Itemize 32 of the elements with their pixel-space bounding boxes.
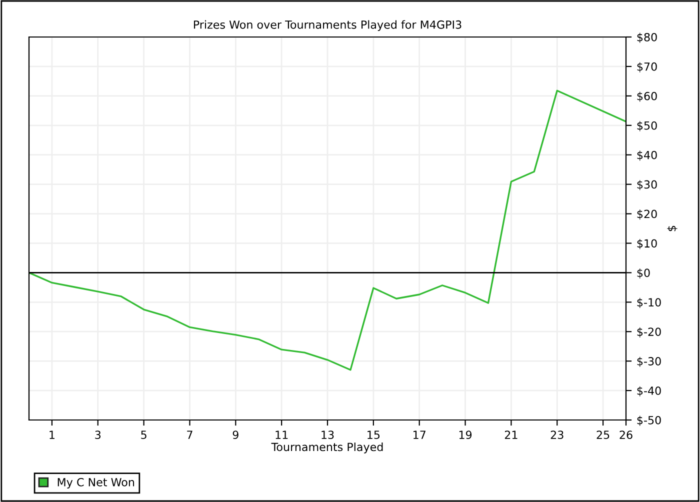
- y-tick-label: $-40: [637, 386, 661, 396]
- y-tick-label: $30: [637, 180, 657, 190]
- x-tick-label: 17: [413, 430, 426, 439]
- x-tick-label: 5: [141, 430, 146, 440]
- y-tick-label: $40: [637, 150, 657, 161]
- x-tick-label: 11: [276, 430, 288, 439]
- y-tick-label: $60: [637, 92, 657, 102]
- x-axis-title: Tournaments Played: [271, 442, 383, 454]
- x-tick-label: 21: [504, 430, 518, 439]
- y-tick-label: $-10: [637, 298, 661, 308]
- legend-label: My C Net Won: [58, 478, 134, 489]
- y-tick-label: $20: [637, 210, 657, 220]
- y-axis-title: $: [667, 226, 678, 232]
- chart-title: Prizes Won over Tournaments Played for M4GPI3: [194, 20, 462, 31]
- y-tick-label: $50: [637, 121, 657, 132]
- y-tick-label: $-20: [637, 327, 661, 338]
- x-tick-label: 15: [368, 430, 380, 440]
- y-tick-label: $70: [637, 62, 657, 72]
- x-tick-label: 13: [322, 430, 334, 440]
- x-tick-label: 1: [50, 430, 54, 439]
- x-tick-label: 19: [459, 430, 472, 440]
- y-tick-label: $80: [637, 32, 657, 43]
- x-tick-label: 9: [232, 430, 238, 440]
- y-tick-label: $0: [637, 268, 650, 279]
- x-tick-label: 26: [620, 430, 632, 440]
- x-tick-label: 23: [550, 430, 564, 440]
- y-tick-label: $-30: [637, 356, 661, 367]
- x-tick-label: 3: [95, 430, 101, 440]
- x-tick-label: 7: [187, 430, 192, 439]
- x-tick-label: 25: [596, 430, 610, 440]
- y-tick-label: $10: [637, 239, 657, 250]
- y-tick-label: $-50: [637, 416, 661, 426]
